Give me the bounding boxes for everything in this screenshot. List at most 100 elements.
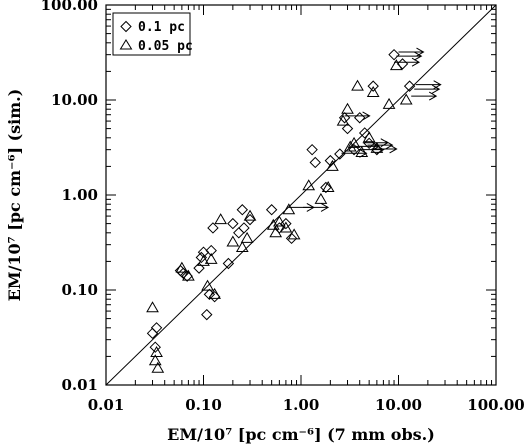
diamond-point [208, 290, 221, 303]
diamond-point [205, 244, 217, 257]
x-tick-label: 100.00 [467, 396, 524, 414]
triangle-point [362, 131, 376, 143]
diamond-point [285, 232, 298, 245]
triangle-point [226, 235, 240, 247]
y-tick-label: 0.01 [61, 376, 98, 394]
data-points [146, 48, 416, 373]
legend-triangle-icon [119, 39, 133, 50]
diamond-point [334, 148, 346, 160]
diamond-point [149, 341, 161, 353]
y-axis-label: EM/10⁷ [pc cm⁻⁶] (sim.) [5, 89, 24, 302]
triangle-point [343, 140, 357, 152]
arrow-mark [371, 144, 398, 154]
triangle-point [351, 79, 364, 91]
x-tick-label: 0.10 [185, 396, 222, 414]
legend-label-0: 0.1 pc [138, 20, 185, 35]
triangle-point [326, 159, 339, 171]
x-tick-label: 1.00 [283, 396, 320, 414]
lower-limit-arrows [288, 47, 442, 212]
triangle-point [240, 231, 254, 243]
triangle-point [382, 97, 396, 109]
diamond-point [367, 80, 379, 92]
one-to-one-line [105, 4, 497, 386]
diamond-point [236, 204, 249, 216]
x-tick-label: 10.00 [375, 396, 422, 414]
triangle-point [370, 141, 384, 153]
triangle-point [302, 179, 316, 191]
arrow-mark [367, 140, 394, 150]
arrow-mark [411, 91, 438, 101]
y-tick-label: 10.00 [51, 91, 98, 109]
triangle-point [336, 114, 350, 126]
legend-diamond-icon [120, 20, 132, 33]
triangle-point [146, 301, 159, 313]
y-tick-label: 1.00 [61, 186, 98, 204]
diamond-point [244, 213, 256, 226]
x-axis-label: EM/10⁷ [pc cm⁻⁶] (7 mm obs.) [167, 425, 435, 444]
arrow-mark [414, 84, 441, 94]
arrow-mark [415, 80, 442, 90]
triangle-point [321, 180, 335, 192]
diamond-point [207, 222, 219, 234]
y-tick-label: 100.00 [41, 0, 98, 14]
diamond-point [348, 143, 360, 156]
arrow-mark [303, 202, 330, 212]
triangle-point [208, 287, 221, 299]
diamond-point [396, 58, 409, 70]
triangle-point [399, 93, 413, 105]
triangle-point [182, 269, 195, 281]
diamond-point [320, 181, 332, 194]
triangle-point [214, 213, 228, 225]
diamond-point [388, 48, 400, 61]
diamond-point [233, 227, 245, 239]
triangle-point [151, 361, 165, 373]
diamond-point [238, 222, 250, 234]
triangle-point [235, 241, 249, 253]
triangle-point [150, 345, 163, 357]
diamond-point [150, 322, 163, 334]
legend: 0.1 pc 0.05 pc [112, 12, 193, 56]
triangle-point [366, 85, 380, 97]
triangle-point [273, 215, 286, 227]
triangle-point [314, 192, 328, 204]
triangle-point [204, 252, 218, 264]
triangle-point [201, 279, 214, 291]
axis-ticks: 0.01 0.10 1.00 10.00 100.00 0.01 0.10 1.00 10.00… [41, 0, 525, 414]
plot-frame [105, 4, 497, 386]
triangle-point [148, 354, 162, 366]
arrow-mark [341, 148, 368, 158]
diamond-point [280, 217, 292, 230]
diamond-point [193, 262, 205, 274]
y-tick-label: 0.10 [61, 281, 98, 299]
diamond-point [222, 257, 235, 270]
triangle-point [355, 146, 369, 158]
triangle-point [269, 226, 283, 238]
triangle-point [341, 102, 354, 114]
x-tick-label: 0.01 [88, 396, 125, 414]
triangle-point [175, 261, 189, 273]
triangle-point [389, 59, 403, 71]
diamond-point [358, 127, 371, 139]
diamond-point [341, 122, 354, 135]
triangle-point [197, 254, 210, 266]
diamond-point [353, 112, 366, 124]
diamond-point [265, 204, 278, 216]
diamond-point [227, 217, 239, 230]
triangle-point [282, 203, 296, 215]
triangle-point [347, 136, 361, 148]
legend-box [112, 12, 191, 56]
arrow-mark [398, 47, 425, 57]
legend-label-1: 0.05 pc [138, 39, 193, 54]
triangle-point [243, 209, 257, 221]
diamond-point [306, 143, 318, 156]
triangle-point [287, 228, 301, 240]
triangle-point [266, 218, 280, 230]
diamond-point [338, 112, 351, 124]
diamond-point [403, 80, 416, 92]
diamond-point [201, 308, 213, 321]
diamond-point [309, 156, 321, 169]
diamond-point [324, 154, 337, 167]
arrow-mark [396, 51, 423, 61]
triangle-point [279, 221, 293, 233]
